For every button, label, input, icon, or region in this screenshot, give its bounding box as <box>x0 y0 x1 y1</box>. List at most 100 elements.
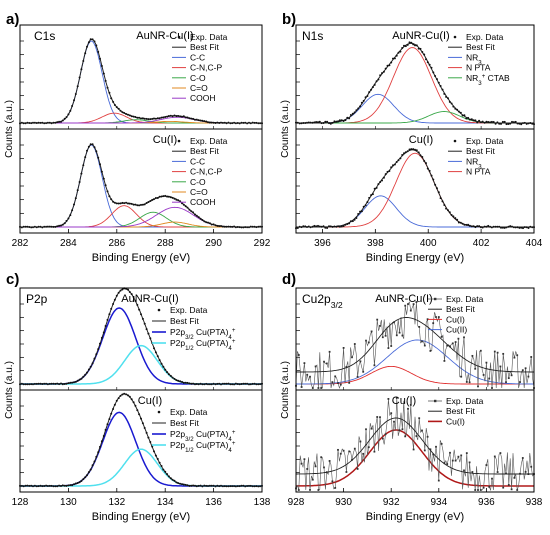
exp-data-point <box>445 207 448 210</box>
exp-data-point <box>32 226 34 229</box>
exp-data-point <box>320 122 323 125</box>
exp-data-point <box>335 120 338 123</box>
exp-data-point <box>520 123 523 126</box>
exp-data-point <box>242 121 245 124</box>
exp-data-point <box>108 313 111 316</box>
exp-data-point <box>231 225 234 228</box>
legend-label: C=O <box>190 83 208 93</box>
exp-data-point <box>333 120 336 123</box>
exp-data-point <box>246 485 249 487</box>
exp-data-point <box>381 437 384 440</box>
exp-data-point <box>320 387 323 389</box>
exp-data-point <box>110 307 113 310</box>
exp-data-point <box>376 318 379 321</box>
legend-label: Exp. Data <box>170 407 208 417</box>
exp-data-point <box>357 107 360 110</box>
exp-data-point <box>485 225 488 228</box>
exp-data-point <box>437 191 440 194</box>
legend-swatch <box>453 139 457 143</box>
legend-label: Best Fit <box>170 316 199 326</box>
exp-data-point <box>80 377 83 380</box>
exp-data-point <box>181 115 183 118</box>
exp-data-point <box>63 383 66 385</box>
exp-data-point <box>398 331 401 334</box>
exp-data-point <box>505 472 507 475</box>
exp-data-point <box>223 225 226 228</box>
exp-data-point <box>162 365 165 368</box>
exp-data-point <box>195 214 198 217</box>
component-curve <box>296 111 534 124</box>
exp-data-point <box>248 484 250 487</box>
exp-data-point <box>419 47 422 50</box>
exp-data-point <box>489 225 492 228</box>
x-tick-label: 396 <box>314 238 331 249</box>
legend-entry: NR3 <box>448 52 482 66</box>
exp-data-point <box>121 393 124 396</box>
exp-data-point <box>300 226 303 229</box>
exp-data-point <box>76 189 79 192</box>
exp-data-point <box>173 114 176 117</box>
exp-data-point <box>50 484 53 487</box>
legend-label: Best Fit <box>466 42 495 52</box>
exp-data-point <box>201 383 204 386</box>
exp-data-point <box>154 351 157 354</box>
exp-data-point <box>249 122 252 125</box>
exp-data-point <box>346 116 349 119</box>
exp-data-point <box>302 225 305 228</box>
exp-data-point <box>307 121 310 124</box>
component-curve <box>20 40 262 124</box>
exp-data-point <box>24 484 27 487</box>
exp-data-point <box>342 225 345 227</box>
exp-data-point <box>425 58 427 61</box>
exp-data-point <box>212 484 215 487</box>
exp-data-point <box>65 382 68 385</box>
exp-data-point <box>167 195 170 198</box>
exp-data-point <box>22 383 25 386</box>
component-curve <box>20 205 262 228</box>
exp-data-point <box>503 120 506 123</box>
exp-data-point <box>20 484 23 487</box>
exp-data-point <box>359 440 362 443</box>
x-tick-label: 292 <box>254 238 271 249</box>
exp-data-point <box>37 121 40 124</box>
exp-data-point <box>171 376 174 379</box>
exp-data-point <box>169 477 172 480</box>
exp-data-point <box>65 116 68 119</box>
exp-data-point <box>207 221 209 224</box>
exp-data-point <box>454 217 457 220</box>
y-axis-label: Counts (a.u.) <box>280 100 291 158</box>
exp-data-point <box>492 225 495 228</box>
exp-data-point <box>35 226 38 229</box>
exp-data-point <box>20 382 23 385</box>
exp-data-point <box>518 122 521 125</box>
exp-data-point <box>74 93 77 95</box>
exp-data-point <box>452 215 455 218</box>
exp-data-point <box>132 203 135 206</box>
exp-data-point <box>80 172 83 175</box>
exp-data-point <box>359 105 362 108</box>
exp-data-point <box>395 334 398 337</box>
exp-data-point <box>501 226 504 229</box>
exp-data-point <box>334 486 337 489</box>
exp-data-point <box>97 156 100 159</box>
legend-entry: Exp. Data <box>428 294 484 304</box>
exp-data-point <box>147 201 150 203</box>
exp-data-point <box>102 72 105 75</box>
exp-data-point <box>525 226 528 229</box>
exp-data-point <box>315 121 318 123</box>
exp-data-point <box>30 226 33 229</box>
exp-data-point <box>470 225 473 228</box>
exp-data-point <box>112 408 115 410</box>
exp-data-point <box>398 429 401 432</box>
exp-data-point <box>93 357 96 360</box>
exp-data-point <box>194 213 196 216</box>
exp-data-point <box>216 121 219 124</box>
exp-data-point <box>300 386 303 388</box>
exp-data-point <box>249 383 252 386</box>
exp-data-point <box>318 225 321 228</box>
exp-data-point <box>246 382 249 385</box>
exp-data-point <box>485 120 488 123</box>
exp-data-point <box>134 116 137 118</box>
exp-data-point <box>214 224 217 227</box>
exp-data-point <box>432 178 435 181</box>
